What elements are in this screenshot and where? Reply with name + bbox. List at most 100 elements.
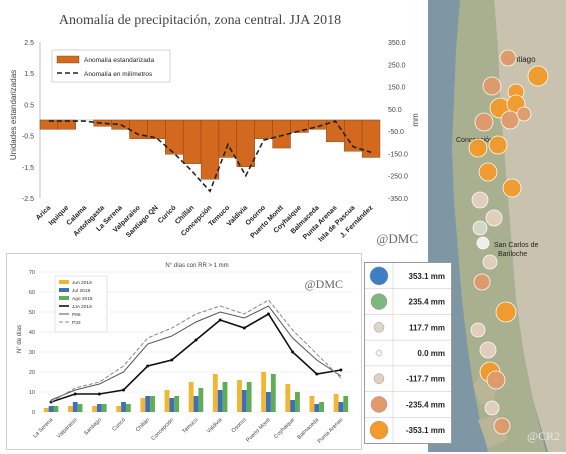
legend-label: 0.0 mm xyxy=(417,349,445,358)
anomaly-bar xyxy=(165,119,184,155)
x-tick-label: Punta Arenas xyxy=(317,417,345,445)
station-markers xyxy=(468,49,549,435)
y-axis-label: N° de días xyxy=(17,325,23,353)
chile-land xyxy=(452,0,546,452)
legend-entry: JJA 2018 xyxy=(72,304,92,310)
y-tick-label: 0.5 xyxy=(24,102,34,109)
y-tick-label: 70 xyxy=(29,270,35,276)
x-tick-label: Puerto Montt xyxy=(245,417,272,444)
legend-swatch-bar xyxy=(56,55,80,64)
y2-axis-label: mm xyxy=(411,113,420,127)
rain-days-bar xyxy=(198,388,204,412)
legend-label: 235.4 mm xyxy=(409,298,445,307)
rain-days-bar xyxy=(290,400,296,412)
legend-entry: Jul 2018 xyxy=(72,288,90,294)
legend-entry: Jun 2018 xyxy=(72,280,92,286)
rain-days-bar xyxy=(338,402,344,412)
line-marker xyxy=(315,372,319,376)
x-tick-label: Concepción xyxy=(150,417,175,442)
x-tick-label: Santiago xyxy=(83,417,103,437)
rain-days-bar xyxy=(101,404,107,412)
anomaly-bar xyxy=(200,119,220,180)
rain-days-bar xyxy=(67,406,73,412)
y2-tick-label: -250.0 xyxy=(388,174,408,181)
anomaly-bar xyxy=(57,119,76,130)
rain-days-bar xyxy=(319,402,325,412)
rain-days-bar xyxy=(266,392,271,412)
x-tick-label: Curicó xyxy=(111,417,126,432)
y-tick-label: -0.5 xyxy=(22,134,34,141)
rain-days-bar xyxy=(121,402,126,412)
x-tick-label: J. Fernández xyxy=(339,204,375,240)
x-tick-label: Osorno xyxy=(231,417,248,434)
station-marker xyxy=(493,417,511,435)
rain-days-chart: N° días con RR > 1 mm N° de días 0 10 20 30… xyxy=(17,263,353,445)
precip-anomaly-chart: Anomalía de precipitación, zona central.… xyxy=(9,13,420,246)
station-marker xyxy=(484,400,500,416)
station-marker xyxy=(488,135,508,155)
watermark: @CR2 xyxy=(527,429,560,443)
rain-days-bar xyxy=(285,384,291,412)
rain-days-bar xyxy=(169,398,175,412)
line-marker xyxy=(97,392,101,396)
anomaly-bar xyxy=(182,119,202,164)
rain-days-bar xyxy=(237,380,242,412)
station-marker xyxy=(495,301,517,323)
legend-label: -353.1 mm xyxy=(406,426,445,435)
rain-days-bar xyxy=(309,396,315,412)
rain-days-bar xyxy=(125,404,131,412)
argentina-land xyxy=(473,0,566,452)
anomaly-bar xyxy=(147,119,166,139)
station-marker xyxy=(479,341,497,359)
y2-tick-label: -150.0 xyxy=(388,151,408,158)
x-tick-label: La Serena xyxy=(32,417,55,440)
station-marker xyxy=(468,138,488,158)
legend-swatch xyxy=(59,280,69,284)
rain-days-bar xyxy=(295,392,300,412)
station-marker xyxy=(499,49,517,67)
line-marker xyxy=(146,364,150,368)
line-marker xyxy=(194,338,198,342)
y-tick-label: 20 xyxy=(29,370,35,376)
rain-days-bar xyxy=(96,404,102,412)
station-marker xyxy=(527,65,549,87)
y-tick-label: 1.5 xyxy=(24,71,34,78)
rain-days-bar xyxy=(174,396,180,412)
legend-swatch xyxy=(59,288,69,292)
rain-days-bar xyxy=(116,406,122,412)
rain-days-bar xyxy=(217,390,223,412)
series-line xyxy=(50,299,342,403)
rain-days-bar xyxy=(246,382,252,412)
chart-legend: Anomalía estandarizada Anomalía en milíme… xyxy=(51,49,171,83)
station-marker xyxy=(478,162,498,182)
rain-days-bar xyxy=(77,404,83,412)
line-marker xyxy=(73,392,77,396)
rain-days-bar xyxy=(343,396,349,412)
y2-tick-label: 250.0 xyxy=(388,62,406,69)
x-tick-label: Balmaceda xyxy=(296,417,320,441)
chile-map-panel: Santiago Concepción San Carlos de Barilo… xyxy=(428,0,566,452)
precip-anomaly-chart-panel: Anomalía de precipitación, zona central.… xyxy=(0,0,428,250)
map-label-bariloche-1: San Carlos de xyxy=(494,242,538,249)
legend-dot xyxy=(375,349,383,357)
station-marker xyxy=(485,209,503,227)
legend-entry: P66 xyxy=(72,312,81,318)
legend-swatch xyxy=(59,296,69,300)
chart-title: Anomalía de precipitación, zona central.… xyxy=(59,13,341,28)
chile-map: Santiago Concepción San Carlos de Barilo… xyxy=(452,0,566,452)
rain-days-bar xyxy=(241,390,247,412)
x-tick-label: Chillán xyxy=(135,417,151,433)
x-tick-label: Valparaíso xyxy=(56,417,79,440)
station-marker xyxy=(482,254,498,270)
line-marker xyxy=(218,318,222,322)
station-marker xyxy=(472,220,488,236)
y2-tick-label: -350.0 xyxy=(388,196,408,203)
y-tick-label: -1.5 xyxy=(22,165,34,172)
station-marker xyxy=(476,236,490,250)
legend-label: -117.7 mm xyxy=(406,375,445,384)
chart-title: N° días con RR > 1 mm xyxy=(165,263,228,269)
y-tick-label: 10 xyxy=(29,390,35,396)
station-marker xyxy=(500,110,520,130)
rain-days-bar xyxy=(164,390,170,412)
rain-days-bar xyxy=(150,396,155,412)
